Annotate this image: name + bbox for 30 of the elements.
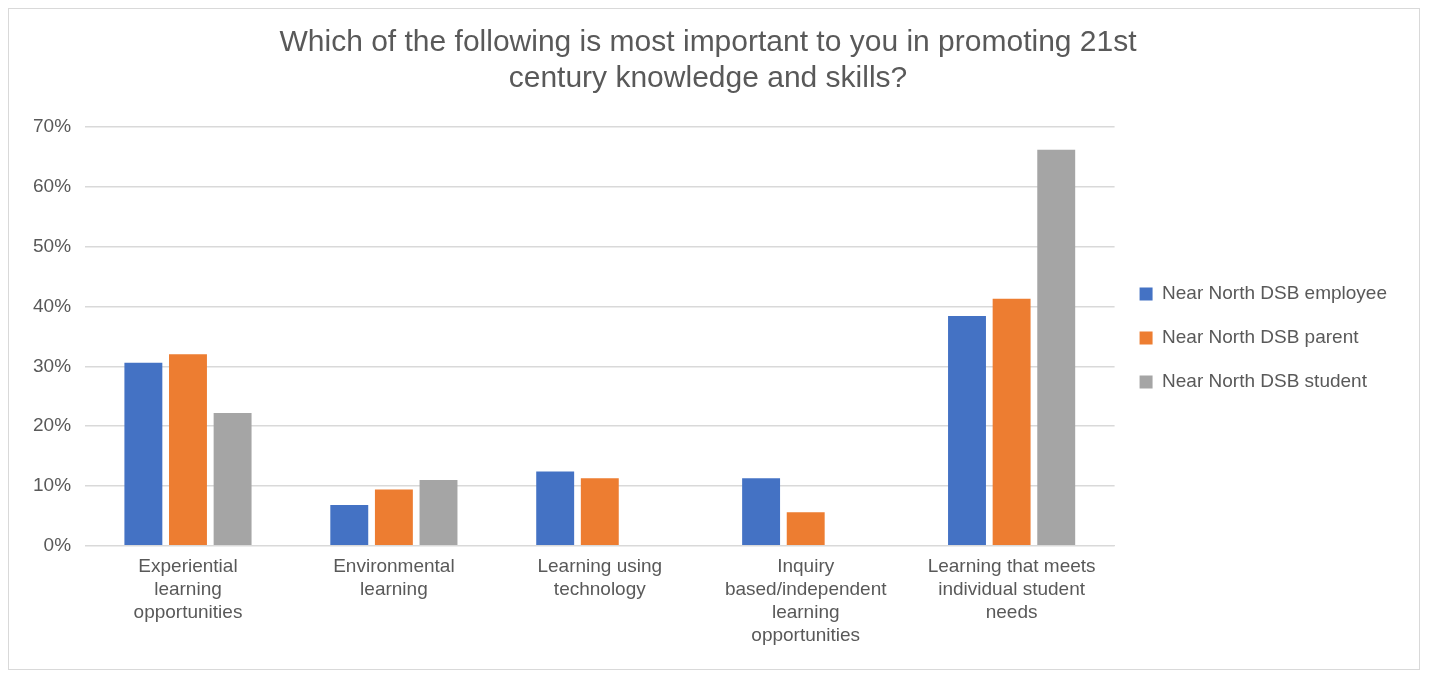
x-tick-label: Learning using technology <box>537 555 663 600</box>
y-tick-label: 60% <box>33 175 72 197</box>
legend-label: Near North DSB student <box>1162 370 1368 392</box>
x-tick-label: Inquiry based/independent learning opportunities <box>724 555 888 645</box>
bar <box>536 471 575 546</box>
y-tick-label: 10% <box>33 474 72 496</box>
x-tick-label: Environmental learning <box>333 555 455 600</box>
legend-label: Near North DSB employee <box>1162 282 1388 304</box>
y-tick-label: 50% <box>33 234 72 256</box>
bar <box>742 478 781 546</box>
bar <box>330 505 369 546</box>
bar <box>786 512 825 546</box>
bar <box>580 478 619 546</box>
x-tick-label: Learning that meets individual student needs <box>927 555 1096 623</box>
bar <box>948 316 986 546</box>
legend-label: Near North DSB parent <box>1162 326 1360 348</box>
bar <box>419 479 458 546</box>
bar <box>374 489 413 546</box>
y-tick-label: 40% <box>33 294 72 316</box>
bar <box>1037 149 1076 546</box>
y-tick-label: 30% <box>33 354 72 376</box>
x-tick-label: Experiential learning opportunities <box>133 555 243 623</box>
y-tick-label: 20% <box>33 414 72 436</box>
y-tick-label: 0% <box>43 534 72 556</box>
bar <box>124 362 163 546</box>
bar <box>169 354 207 546</box>
y-tick-label: 70% <box>33 115 72 137</box>
bar <box>992 298 1031 546</box>
chart-title: Which of the following is most important to you in promoting 21st century knowledge and skills? <box>279 24 1138 94</box>
bar <box>213 412 252 546</box>
